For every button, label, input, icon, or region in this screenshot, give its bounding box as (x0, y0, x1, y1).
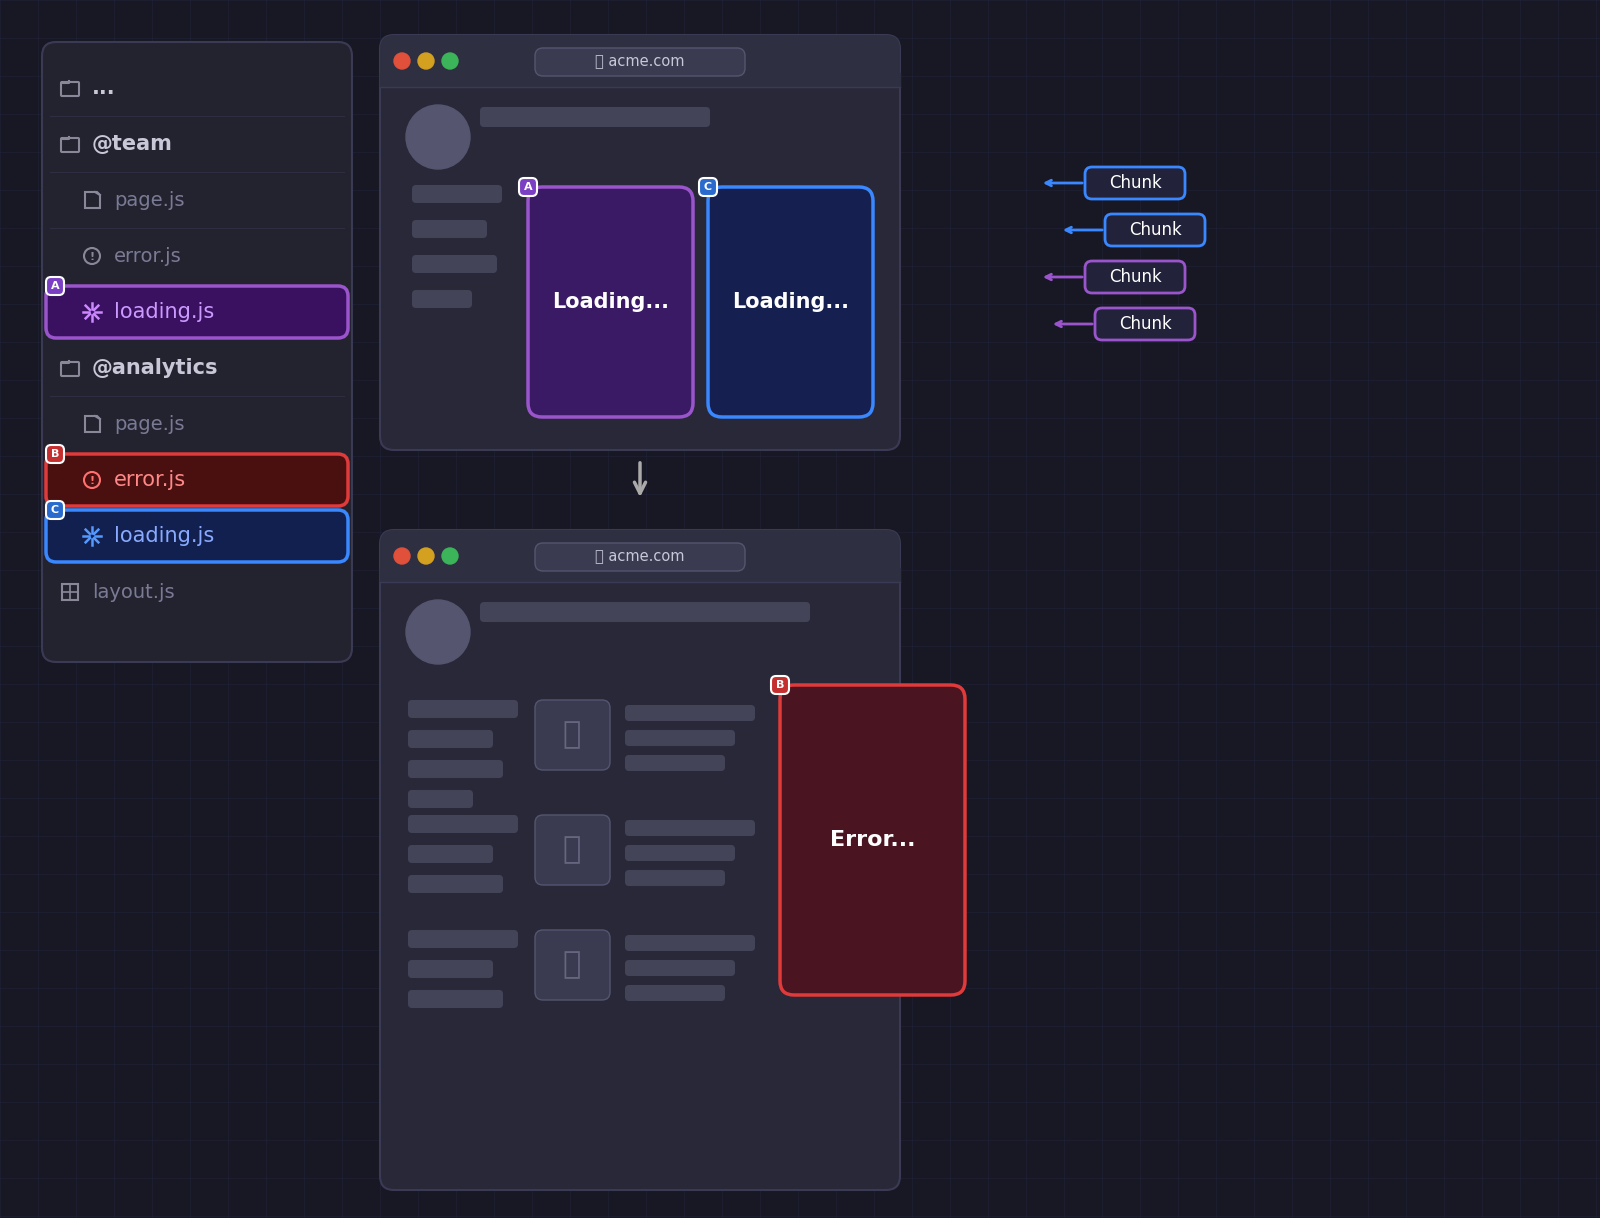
Text: loading.js: loading.js (114, 526, 214, 546)
Text: Chunk: Chunk (1109, 268, 1162, 286)
FancyBboxPatch shape (46, 510, 349, 561)
FancyBboxPatch shape (46, 454, 349, 505)
Text: A: A (523, 181, 533, 192)
FancyBboxPatch shape (699, 178, 717, 196)
Text: loading.js: loading.js (114, 302, 214, 322)
FancyBboxPatch shape (626, 960, 734, 976)
FancyBboxPatch shape (626, 985, 725, 1001)
FancyBboxPatch shape (42, 41, 352, 663)
Text: error.js: error.js (114, 470, 186, 490)
Bar (62, 361, 69, 364)
FancyBboxPatch shape (707, 188, 874, 417)
Text: C: C (51, 505, 59, 515)
FancyBboxPatch shape (480, 602, 810, 622)
Text: Chunk: Chunk (1118, 315, 1171, 333)
FancyBboxPatch shape (1106, 214, 1205, 246)
FancyBboxPatch shape (781, 685, 965, 995)
FancyBboxPatch shape (626, 870, 725, 885)
FancyBboxPatch shape (534, 48, 746, 76)
Circle shape (406, 600, 470, 664)
Text: A: A (51, 281, 59, 291)
FancyBboxPatch shape (381, 35, 899, 86)
FancyBboxPatch shape (771, 676, 789, 694)
Text: Loading...: Loading... (552, 292, 669, 312)
FancyBboxPatch shape (626, 705, 755, 721)
FancyBboxPatch shape (413, 185, 502, 203)
Text: Loading...: Loading... (733, 292, 850, 312)
FancyBboxPatch shape (408, 960, 493, 978)
Text: ⛰: ⛰ (563, 721, 581, 749)
FancyBboxPatch shape (413, 220, 486, 238)
FancyBboxPatch shape (534, 931, 610, 1000)
FancyBboxPatch shape (413, 290, 472, 308)
Text: ⛰: ⛰ (563, 836, 581, 865)
FancyBboxPatch shape (408, 790, 474, 808)
Text: 🔒 acme.com: 🔒 acme.com (595, 549, 685, 564)
Text: !: ! (90, 476, 94, 486)
FancyBboxPatch shape (626, 845, 734, 861)
Text: ...: ... (93, 78, 115, 97)
FancyBboxPatch shape (381, 35, 899, 449)
Text: B: B (51, 449, 59, 459)
FancyBboxPatch shape (534, 700, 610, 770)
FancyBboxPatch shape (408, 760, 502, 778)
Bar (62, 80, 69, 84)
Text: B: B (776, 680, 784, 691)
FancyBboxPatch shape (46, 501, 64, 519)
FancyBboxPatch shape (46, 445, 64, 463)
Circle shape (394, 548, 410, 564)
FancyBboxPatch shape (534, 815, 610, 885)
FancyBboxPatch shape (408, 931, 518, 948)
Circle shape (418, 548, 434, 564)
Text: ⛰: ⛰ (563, 950, 581, 979)
Text: 🔒 acme.com: 🔒 acme.com (595, 55, 685, 69)
FancyBboxPatch shape (408, 990, 502, 1009)
FancyBboxPatch shape (408, 815, 518, 833)
Bar (62, 583, 78, 600)
Text: !: ! (90, 252, 94, 262)
FancyBboxPatch shape (626, 820, 755, 836)
FancyBboxPatch shape (1094, 308, 1195, 340)
FancyBboxPatch shape (381, 530, 899, 582)
FancyBboxPatch shape (626, 935, 755, 951)
Text: page.js: page.js (114, 190, 184, 209)
FancyBboxPatch shape (626, 755, 725, 771)
Circle shape (418, 54, 434, 69)
Text: Chunk: Chunk (1109, 174, 1162, 192)
FancyBboxPatch shape (1085, 167, 1186, 199)
Text: @team: @team (93, 134, 173, 153)
Text: Error...: Error... (830, 829, 915, 850)
Circle shape (394, 54, 410, 69)
FancyBboxPatch shape (408, 730, 493, 748)
FancyBboxPatch shape (408, 875, 502, 893)
FancyBboxPatch shape (381, 530, 899, 1190)
FancyBboxPatch shape (626, 730, 734, 745)
Text: error.js: error.js (114, 246, 182, 266)
FancyBboxPatch shape (1085, 261, 1186, 294)
FancyBboxPatch shape (408, 700, 518, 717)
Text: Chunk: Chunk (1128, 220, 1181, 239)
FancyBboxPatch shape (480, 107, 710, 127)
Circle shape (406, 105, 470, 169)
Text: @analytics: @analytics (93, 358, 219, 378)
Text: layout.js: layout.js (93, 582, 174, 602)
FancyBboxPatch shape (46, 286, 349, 339)
Text: page.js: page.js (114, 414, 184, 434)
FancyBboxPatch shape (46, 276, 64, 295)
Bar (381, 568, 899, 582)
FancyBboxPatch shape (408, 845, 493, 864)
Circle shape (442, 54, 458, 69)
Circle shape (442, 548, 458, 564)
Text: C: C (704, 181, 712, 192)
FancyBboxPatch shape (528, 188, 693, 417)
FancyBboxPatch shape (534, 543, 746, 571)
FancyBboxPatch shape (518, 178, 538, 196)
Bar (381, 73, 899, 86)
FancyBboxPatch shape (413, 255, 498, 273)
Bar (62, 136, 69, 140)
